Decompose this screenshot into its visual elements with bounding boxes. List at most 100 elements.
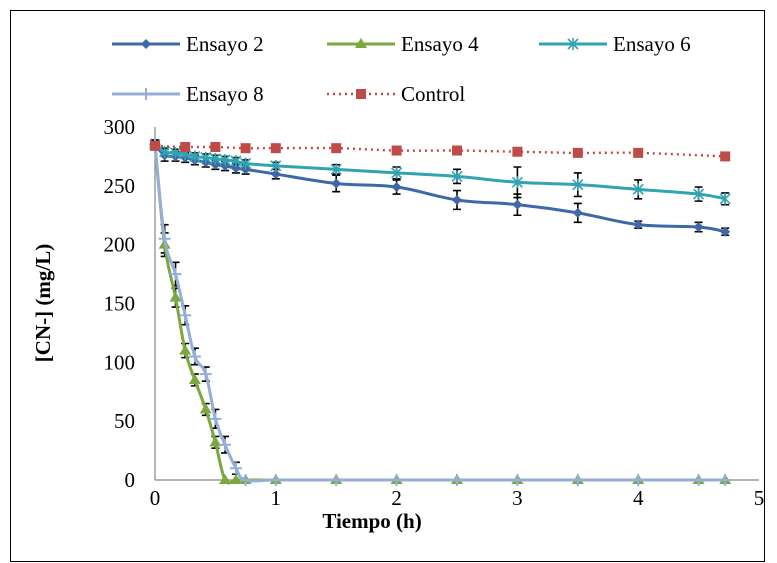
legend-entry: Ensayo 6: [539, 32, 691, 56]
y-tick-label: 250: [104, 174, 136, 198]
data-point: [169, 146, 182, 159]
legend-entry: Ensayo 2: [112, 32, 264, 56]
data-point: [719, 192, 731, 205]
data-point: [693, 222, 704, 233]
legend-marker: [567, 38, 579, 50]
data-point: [240, 143, 251, 154]
data-point: [150, 140, 160, 151]
data-point: [269, 474, 282, 486]
data-point: [571, 474, 584, 486]
data-point: [391, 182, 402, 193]
data-point: [169, 291, 182, 302]
legend-label: Ensayo 6: [613, 32, 691, 56]
data-point: [189, 150, 201, 163]
x-tick-label: 0: [150, 486, 161, 510]
legend-marker: [141, 39, 151, 49]
series-line: [153, 144, 726, 483]
data-point: [230, 155, 242, 168]
x-tick-label: 1: [271, 486, 282, 510]
data-point: [330, 474, 343, 486]
data-point: [219, 438, 232, 451]
data-point: [452, 194, 462, 205]
data-point: [209, 436, 222, 447]
series-layer: [149, 138, 732, 486]
y-tick-label: 100: [104, 350, 136, 374]
y-axis-title: [CN-] (mg/L): [31, 244, 55, 362]
data-point: [390, 474, 403, 486]
data-point: [209, 412, 222, 425]
data-point: [693, 188, 705, 201]
data-point: [511, 176, 523, 189]
data-point: [179, 309, 192, 322]
data-point: [452, 145, 462, 156]
legend-entry: Ensayo 8: [112, 82, 264, 106]
data-point: [188, 373, 201, 384]
legend-label: Ensayo 4: [401, 32, 479, 56]
data-point: [270, 159, 282, 172]
data-point: [331, 143, 342, 154]
data-point: [632, 183, 644, 196]
data-point: [633, 147, 644, 158]
data-point: [720, 226, 731, 237]
data-point: [572, 178, 584, 191]
x-tick-label: 5: [754, 486, 765, 510]
data-point: [210, 142, 221, 153]
legend-label: Ensayo 8: [186, 82, 264, 106]
data-point: [240, 157, 252, 170]
data-point: [512, 199, 523, 210]
y-tick-label: 0: [125, 468, 136, 492]
legend-marker: [355, 38, 367, 48]
data-point: [572, 207, 583, 218]
data-point: [199, 403, 212, 414]
data-point: [159, 145, 171, 158]
y-tick-label: 50: [114, 409, 135, 433]
data-point: [230, 163, 241, 174]
data-point: [512, 146, 523, 157]
legend-label: Control: [401, 82, 465, 106]
data-point: [239, 474, 252, 486]
legend: Ensayo 2 Ensayo 4 Ensayo 6 Ensayo 8 Control: [112, 32, 691, 106]
data-point: [632, 474, 645, 486]
data-point: [209, 152, 221, 165]
data-point: [169, 268, 182, 281]
y-tick-label: 200: [104, 233, 136, 257]
data-point: [331, 178, 342, 189]
data-point: [229, 462, 242, 475]
data-point: [330, 163, 342, 176]
data-point: [179, 344, 192, 355]
data-point: [270, 143, 281, 154]
data-point: [188, 350, 201, 363]
x-tick-label: 3: [512, 486, 523, 510]
data-point: [200, 151, 212, 164]
data-point: [199, 368, 212, 381]
legend-label: Ensayo 2: [186, 32, 264, 56]
data-point: [633, 219, 644, 230]
y-tick-label: 150: [104, 292, 136, 316]
series-control: [150, 140, 731, 162]
data-point: [180, 142, 191, 153]
data-point: [219, 153, 231, 166]
data-point: [720, 151, 731, 162]
data-point: [451, 474, 463, 486]
data-point: [719, 474, 732, 486]
data-point: [219, 474, 232, 484]
data-point: [158, 232, 171, 245]
x-tick-label: 4: [633, 486, 644, 510]
data-point: [229, 474, 242, 484]
legend-entry: Ensayo 4: [327, 32, 479, 56]
y-tick-label: 300: [104, 115, 136, 139]
data-point: [511, 474, 524, 486]
data-point: [391, 145, 402, 156]
series-ensayo-8: [149, 138, 732, 486]
legend-marker: [140, 88, 152, 100]
data-point: [270, 169, 281, 180]
chart-frame: [10, 10, 765, 562]
data-point: [572, 147, 583, 158]
legend-marker: [356, 89, 366, 99]
x-axis-title: Tiempo (h): [322, 509, 421, 533]
legend-entry: Control: [327, 82, 465, 106]
data-point: [451, 170, 463, 183]
data-point: [391, 166, 403, 179]
